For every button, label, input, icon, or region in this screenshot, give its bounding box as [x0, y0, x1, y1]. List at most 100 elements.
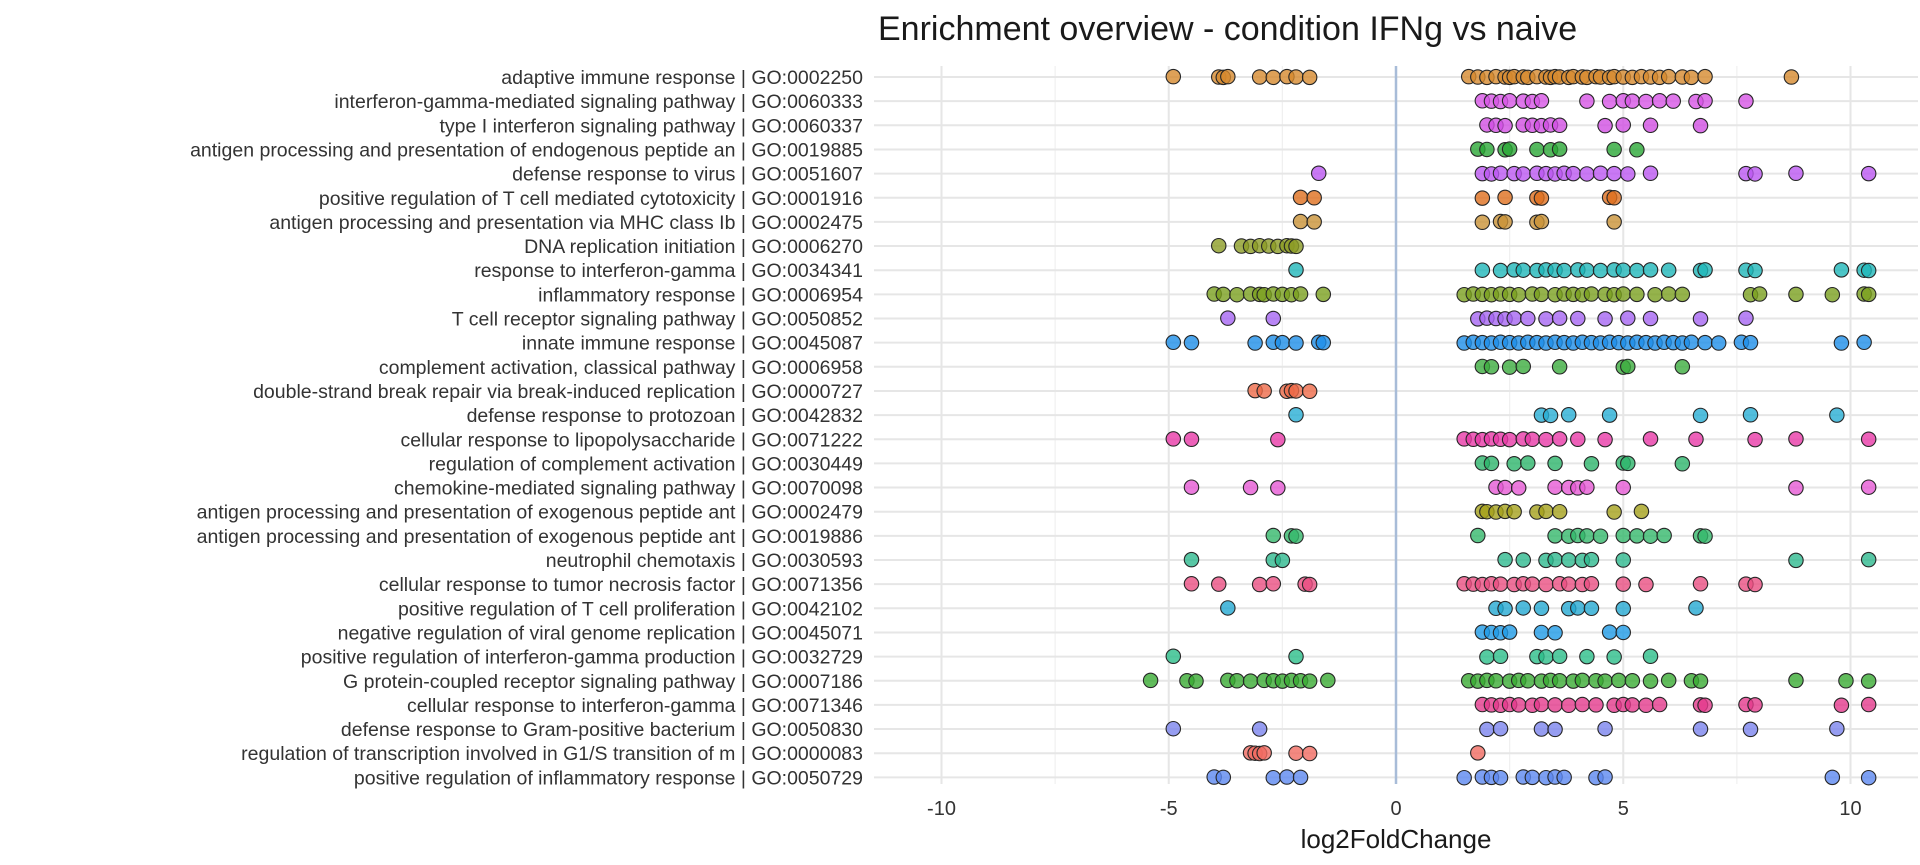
- data-point: [1256, 745, 1272, 761]
- data-point: [1860, 165, 1877, 182]
- data-point: [1579, 648, 1595, 665]
- data-point: [1292, 189, 1309, 206]
- data-point: [1615, 479, 1632, 496]
- data-point: [1538, 649, 1554, 665]
- data-point: [1660, 262, 1677, 278]
- data-point: [1747, 166, 1763, 182]
- data-point: [1292, 769, 1309, 786]
- data-point: [1510, 286, 1527, 303]
- y-tick-label: G protein-coupled receptor signaling pat…: [343, 671, 863, 693]
- data-point: [1188, 673, 1204, 689]
- y-tick-label: antigen processing and presentation of e…: [197, 502, 863, 524]
- data-point: [1497, 479, 1513, 496]
- data-point: [1315, 334, 1332, 351]
- y-tick-label: positive regulation of inflammatory resp…: [354, 767, 863, 789]
- data-point: [1210, 576, 1227, 592]
- data-point: [1583, 576, 1600, 592]
- data-point: [1533, 286, 1550, 303]
- data-point: [1183, 479, 1200, 495]
- data-point: [1692, 721, 1709, 737]
- y-tick-label: type I interferon signaling pathway | GO…: [440, 115, 864, 137]
- data-point: [1492, 576, 1509, 592]
- data-point: [1560, 406, 1577, 423]
- data-point: [1315, 286, 1332, 303]
- data-point: [1642, 528, 1659, 544]
- data-point: [1551, 141, 1568, 157]
- data-point: [1692, 117, 1709, 134]
- data-point: [1660, 672, 1677, 689]
- data-point: [1497, 117, 1513, 134]
- data-point: [1306, 190, 1322, 206]
- data-point: [1479, 141, 1495, 158]
- data-point: [1515, 262, 1532, 278]
- data-point: [1510, 697, 1527, 713]
- data-point: [1601, 624, 1618, 640]
- data-point: [1788, 431, 1804, 447]
- data-point: [1183, 334, 1200, 351]
- data-point: [1642, 431, 1659, 447]
- data-point: [1533, 93, 1550, 109]
- data-point: [1306, 214, 1322, 230]
- data-point: [1301, 383, 1318, 400]
- data-point: [1556, 262, 1572, 279]
- data-point: [1615, 117, 1632, 133]
- data-point: [1520, 672, 1536, 689]
- data-point: [1560, 552, 1577, 568]
- data-point: [1597, 431, 1613, 448]
- data-point: [1270, 480, 1286, 496]
- data-point: [1560, 697, 1577, 713]
- data-point: [1515, 552, 1532, 568]
- data-point: [1279, 769, 1295, 785]
- data-point: [1592, 528, 1609, 544]
- data-point: [1165, 68, 1182, 85]
- data-point: [1674, 455, 1691, 472]
- y-tick-label: complement activation, classical pathway…: [379, 357, 863, 379]
- data-point: [1651, 93, 1668, 109]
- data-point: [1788, 286, 1804, 303]
- data-point: [1638, 576, 1654, 593]
- data-point: [1624, 672, 1641, 689]
- data-point: [1615, 576, 1632, 592]
- data-point: [1783, 69, 1800, 85]
- data-point: [1547, 528, 1563, 544]
- data-point: [1642, 648, 1659, 664]
- data-point: [1274, 334, 1291, 351]
- data-point: [1860, 551, 1877, 568]
- data-point: [1547, 697, 1563, 713]
- y-tick-label: regulation of transcription involved in …: [241, 743, 863, 765]
- data-point: [1620, 310, 1636, 326]
- x-tick-label: -5: [1160, 798, 1178, 820]
- data-point: [1642, 262, 1659, 278]
- data-point: [1574, 696, 1591, 713]
- data-point: [1492, 769, 1509, 786]
- y-tick-label: interferon-gamma-mediated signaling path…: [334, 91, 863, 113]
- data-point: [1597, 720, 1613, 737]
- data-point: [1229, 672, 1245, 689]
- data-point: [1288, 745, 1304, 761]
- data-point: [1583, 286, 1600, 302]
- data-point: [1497, 551, 1513, 568]
- y-tick-label: defense response to protozoan | GO:00428…: [467, 405, 863, 427]
- data-point: [1215, 286, 1232, 303]
- data-point: [1692, 673, 1709, 689]
- data-point: [1520, 455, 1536, 471]
- data-point: [1660, 68, 1677, 85]
- data-point: [1479, 721, 1495, 738]
- y-tick-label: positive regulation of T cell proliferat…: [398, 598, 863, 620]
- data-point: [1547, 479, 1563, 495]
- data-point: [1165, 648, 1182, 664]
- data-point: [1615, 527, 1632, 544]
- data-point: [1615, 552, 1632, 568]
- data-point: [1860, 431, 1877, 447]
- data-point: [1547, 455, 1563, 472]
- data-point: [1529, 141, 1545, 158]
- x-tick-label: -10: [927, 798, 956, 820]
- data-point: [1606, 190, 1622, 206]
- data-point: [1579, 528, 1595, 544]
- data-point: [1551, 117, 1568, 134]
- data-point: [1288, 335, 1304, 351]
- data-point: [1606, 141, 1622, 158]
- data-point: [1606, 504, 1622, 520]
- data-point: [1210, 237, 1227, 254]
